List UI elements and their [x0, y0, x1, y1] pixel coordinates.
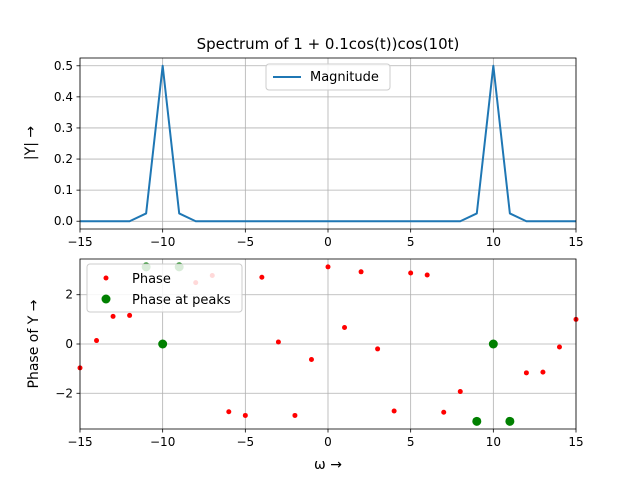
phase-ytick-label: 0	[65, 337, 73, 351]
phase-plot: −15 −10 −5 0 5 10 15 −2 0 2 Phase of Y → ω → Phas…	[26, 258, 584, 473]
phase-point	[391, 408, 397, 414]
phase-ticks: −15 −10 −5 0 5 10 15 −2 0 2	[55, 288, 583, 449]
magnitude-xtick-label: −15	[67, 235, 92, 249]
phase-xtick-label: −5	[236, 435, 254, 449]
phase-point	[127, 312, 133, 318]
phase-point	[325, 264, 331, 270]
magnitude-ytick-label: 0.5	[54, 59, 73, 73]
phase-point	[94, 338, 100, 344]
phase-point	[457, 389, 463, 395]
phase-point	[375, 346, 381, 352]
phase-point	[358, 269, 364, 275]
magnitude-legend-box	[265, 63, 391, 91]
magnitude-plot: −15 −10 −5 0 5 10 15 0.0 0.1 0.2 0.3 0.4 0.5 Spectru…	[23, 35, 584, 249]
phase-legend-marker	[103, 275, 109, 281]
phase-point	[441, 409, 447, 415]
phase-point	[259, 274, 265, 280]
phase-legend-label: Phase	[132, 272, 171, 287]
magnitude-ytick-label: 0.2	[54, 152, 73, 166]
phase-point	[226, 409, 232, 415]
peaks-legend-marker	[101, 294, 111, 304]
phase-point	[110, 313, 116, 319]
figure-title: Spectrum of 1 + 0.1cos(t))cos(10t)	[197, 35, 460, 53]
phase-point	[275, 339, 281, 345]
phase-legend: Phase Phase at peaks	[86, 263, 243, 313]
magnitude-xtick-label: 15	[568, 235, 583, 249]
phase-point	[242, 412, 248, 418]
phase-ylabel: Phase of Y →	[26, 299, 42, 388]
phase-point	[523, 370, 529, 376]
phase-xtick-label: −10	[150, 435, 175, 449]
magnitude-xtick-label: −10	[150, 235, 175, 249]
magnitude-xtick-label: 0	[324, 235, 332, 249]
magnitude-xtick-label: 10	[486, 235, 501, 249]
phase-xtick-label: 15	[568, 435, 583, 449]
phase-xtick-label: 5	[407, 435, 415, 449]
phase-legend-box	[86, 263, 243, 313]
phase-xtick-label: 10	[486, 435, 501, 449]
phase-point	[424, 272, 430, 278]
phase-ytick-label: 2	[65, 288, 73, 302]
magnitude-ytick-label: 0.1	[54, 183, 73, 197]
magnitude-ytick-label: 0.4	[54, 90, 73, 104]
magnitude-xtick-label: −5	[236, 235, 254, 249]
x-axis-label: ω →	[314, 457, 342, 473]
phase-ytick-label: −2	[55, 386, 73, 400]
phase-point	[308, 357, 314, 363]
magnitude-ylabel: |Y| →	[23, 126, 39, 160]
peak-phase-point	[488, 339, 498, 349]
phase-point	[292, 412, 298, 418]
peak-phase-point	[472, 416, 482, 426]
magnitude-ytick-label: 0.3	[54, 121, 73, 135]
magnitude-marks	[80, 64, 576, 223]
peaks-legend-label: Phase at peaks	[132, 293, 231, 308]
phase-point	[540, 369, 546, 375]
phase-point	[342, 324, 348, 330]
peak-phase-point	[158, 339, 168, 349]
magnitude-legend-label: Magnitude	[310, 70, 379, 85]
magnitude-series-line	[80, 64, 576, 223]
phase-xtick-label: −15	[67, 435, 92, 449]
peak-phase-point	[505, 416, 515, 426]
magnitude-legend: Magnitude	[265, 63, 391, 91]
phase-xtick-label: 0	[324, 435, 332, 449]
phase-point	[556, 344, 562, 350]
magnitude-ticks: −15 −10 −5 0 5 10 15 0.0 0.1 0.2 0.3 0.4 0.5	[54, 59, 584, 249]
phase-point	[408, 270, 414, 276]
magnitude-ytick-label: 0.0	[54, 214, 73, 228]
magnitude-xtick-label: 5	[407, 235, 415, 249]
